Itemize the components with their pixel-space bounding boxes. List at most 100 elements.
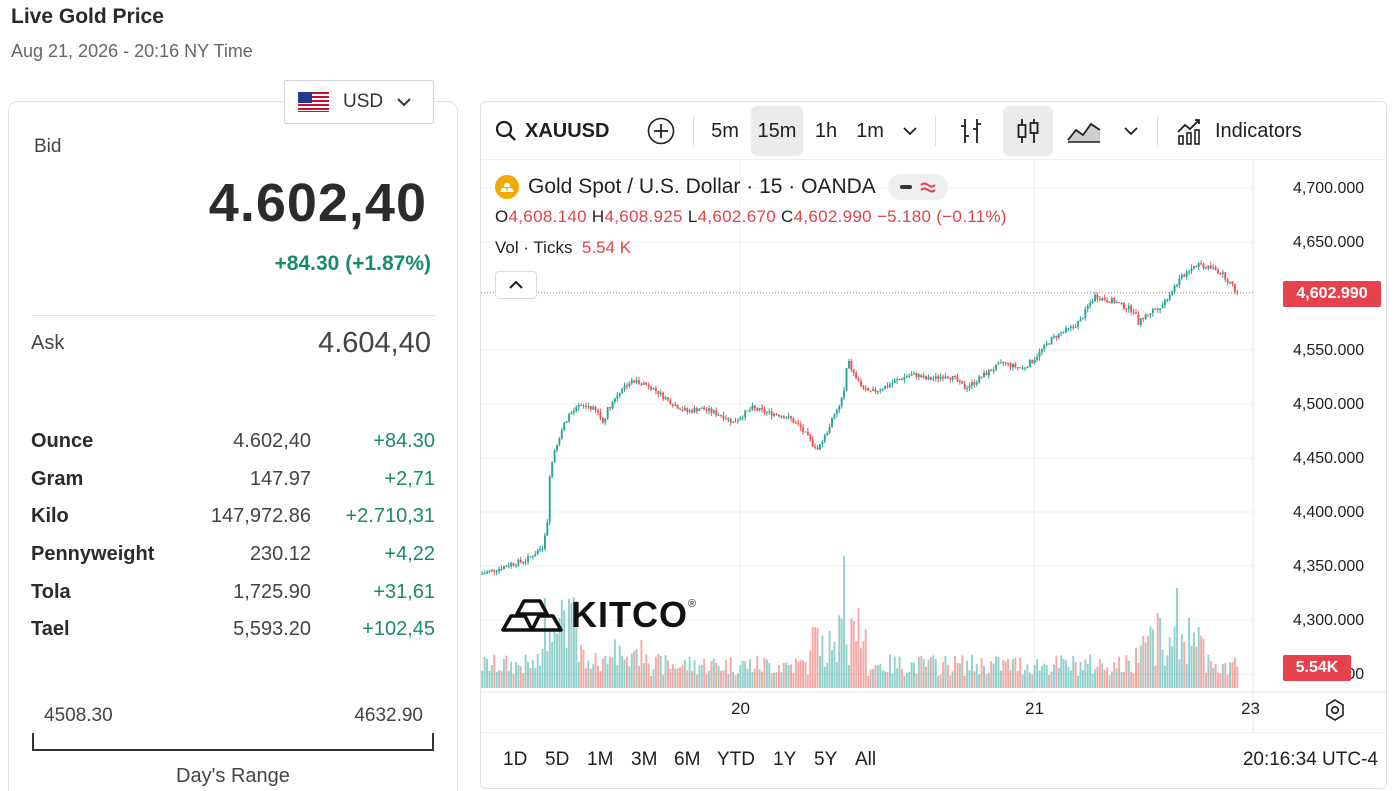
interval-15m[interactable]: 15m xyxy=(751,106,803,156)
chart-toolbar: XAUUSD 5m 15m 1h 1m Indicators xyxy=(481,102,1386,160)
range-all[interactable]: All xyxy=(855,749,877,770)
candle-body xyxy=(667,397,669,400)
volume-bar xyxy=(1028,672,1031,688)
candle-body xyxy=(903,376,906,380)
candle-body xyxy=(765,412,768,414)
volume-value: 5.54 K xyxy=(581,238,632,257)
candle-body xyxy=(1043,344,1046,350)
volume-bar xyxy=(799,660,802,688)
range-6m[interactable]: 6M xyxy=(674,749,701,770)
candle-body xyxy=(833,413,836,419)
interval-1m[interactable]: 1m xyxy=(856,119,884,142)
interval-5m[interactable]: 5m xyxy=(711,119,739,142)
candle-body xyxy=(500,568,503,570)
volume-bar xyxy=(956,662,959,688)
candle-body xyxy=(946,376,949,379)
volume-bar xyxy=(1055,655,1058,688)
range-1m[interactable]: 1M xyxy=(587,749,614,770)
candle-body xyxy=(722,415,725,419)
volume-bar xyxy=(903,675,906,688)
unit-row-ounce: Ounce 4.602,40 +84.30 xyxy=(31,423,435,461)
volume-bar xyxy=(645,654,648,688)
currency-selector[interactable]: USD xyxy=(284,80,434,124)
candle-body xyxy=(939,376,942,379)
unit-value: 147,972.86 xyxy=(210,505,311,528)
range-1y[interactable]: 1Y xyxy=(773,749,797,770)
interval-1h[interactable]: 1h xyxy=(814,119,838,142)
candle-body xyxy=(560,430,563,439)
chart-type-dropdown[interactable] xyxy=(1117,106,1145,156)
volume-bar xyxy=(1043,663,1046,688)
bid-price: 4.602,40 xyxy=(208,173,427,233)
day-range-bar xyxy=(32,733,434,751)
range-5y[interactable]: 5Y xyxy=(814,749,838,770)
candles-style-button[interactable] xyxy=(1003,106,1053,156)
candle-body xyxy=(597,410,599,413)
candlestick-chart[interactable] xyxy=(481,160,1387,732)
collapse-legend-button[interactable] xyxy=(495,271,537,299)
range-1d[interactable]: 1D xyxy=(503,749,528,770)
volume-bar xyxy=(531,659,534,688)
volume-bar xyxy=(659,655,662,688)
volume-bar xyxy=(582,649,585,688)
unit-name: Tael xyxy=(31,618,70,641)
candle-body xyxy=(1127,305,1130,310)
candle-body xyxy=(1045,343,1048,345)
kitco-logo: KITCO ® xyxy=(501,594,696,636)
candle-body xyxy=(845,368,848,391)
candle-body xyxy=(640,383,643,385)
unit-name: Pennyweight xyxy=(31,543,155,566)
candle-body xyxy=(1019,367,1022,369)
candle-body xyxy=(758,408,761,411)
candle-body xyxy=(621,389,624,393)
compare-symbol-button[interactable] xyxy=(641,106,681,156)
candle-body xyxy=(1033,359,1036,363)
volume-bar xyxy=(1014,657,1017,688)
candle-body xyxy=(864,388,867,390)
volume-bar xyxy=(1233,657,1236,688)
candle-body xyxy=(1236,291,1239,293)
candle-body xyxy=(502,566,505,570)
range-3m[interactable]: 3M xyxy=(631,749,658,770)
volume-bar xyxy=(618,645,621,688)
candle-body xyxy=(806,431,809,435)
volume-bar xyxy=(847,664,850,688)
volume-bar xyxy=(997,657,1000,688)
volume-bar xyxy=(908,671,911,688)
volume-bar xyxy=(1110,671,1113,688)
legend-toggle[interactable] xyxy=(887,174,948,200)
candle-body xyxy=(915,373,918,377)
candle-body xyxy=(1231,281,1234,284)
range-ytd[interactable]: YTD xyxy=(717,749,755,770)
chart-settings-button[interactable] xyxy=(1323,698,1347,727)
volume-bar xyxy=(693,659,696,688)
volume-bar xyxy=(809,650,812,688)
range-5d[interactable]: 5D xyxy=(545,749,570,770)
candle-body xyxy=(635,380,638,383)
candle-body xyxy=(483,573,486,575)
volume-bar xyxy=(874,665,877,688)
volume-bar xyxy=(580,644,583,688)
volume-bar xyxy=(1079,661,1082,688)
area-style-button[interactable] xyxy=(1063,106,1105,156)
volume-bar xyxy=(507,670,510,688)
candle-body xyxy=(512,563,515,566)
bars-style-button[interactable] xyxy=(951,106,991,156)
candle-body xyxy=(888,384,891,387)
candle-body xyxy=(862,385,865,389)
volume-bar xyxy=(705,674,708,688)
interval-dropdown[interactable] xyxy=(895,106,925,156)
candle-body xyxy=(739,418,742,421)
indicators-button[interactable]: Indicators xyxy=(1175,106,1315,156)
candle-body xyxy=(1110,298,1113,303)
candle-body xyxy=(768,411,771,413)
volume-bar xyxy=(570,603,573,688)
volume-bar xyxy=(744,661,747,688)
volume-bar xyxy=(1139,645,1142,688)
candle-body xyxy=(1226,279,1229,283)
candle-body xyxy=(493,569,496,572)
candle-body xyxy=(1084,308,1087,319)
volume-bar xyxy=(597,665,599,688)
symbol-search-button[interactable]: XAUUSD xyxy=(493,106,613,156)
candle-body xyxy=(613,398,616,403)
